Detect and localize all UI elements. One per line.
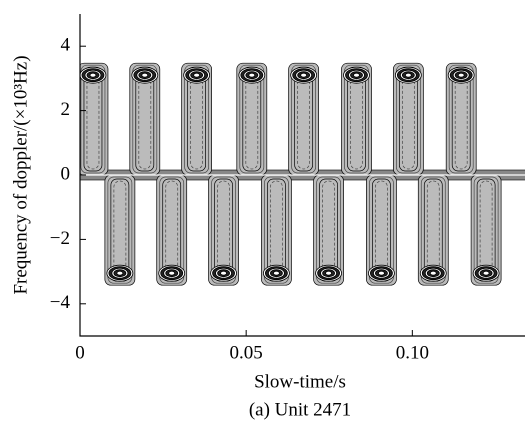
contour-column [211, 176, 236, 284]
contour-column [479, 180, 493, 280]
contour-peak [141, 72, 149, 78]
plot-area [80, 62, 525, 286]
contour-column [159, 176, 185, 284]
caption: (a) Unit 2471 [249, 399, 351, 420]
y-tick-label: 0 [61, 163, 71, 184]
contour-peak [353, 72, 360, 78]
contour-peak [220, 270, 227, 276]
contour-peak [273, 270, 280, 276]
contour-peak [404, 72, 412, 78]
contour-peak [482, 270, 490, 276]
contour-peak [89, 72, 97, 78]
contour-column [344, 64, 369, 174]
contour-column [132, 64, 158, 174]
contour-column [375, 180, 388, 280]
contour-peak [457, 72, 465, 78]
contour-column [107, 176, 133, 284]
contour-column [217, 180, 230, 280]
contour-column [473, 176, 499, 284]
contour-column [165, 180, 179, 280]
contour-column [420, 176, 446, 284]
contour-column [448, 64, 474, 174]
contour-peak [248, 72, 256, 78]
contour-peak [378, 270, 385, 276]
contour-column [264, 176, 289, 284]
y-tick-label: 2 [61, 99, 71, 120]
contour-column [322, 180, 335, 280]
contour-column [184, 64, 209, 174]
x-tick-label: 0 [75, 342, 85, 363]
y-tick-label: 4 [61, 35, 71, 56]
y-tick-label: −4 [50, 292, 71, 313]
contour-column [80, 64, 106, 174]
contour-column [369, 176, 394, 284]
contour-peak [193, 72, 201, 78]
contour-peak [168, 270, 176, 276]
contour-peak [429, 270, 437, 276]
contour-peak [325, 270, 332, 276]
contour-peak [116, 270, 124, 276]
contour-column [239, 64, 265, 174]
contour-column [316, 176, 341, 284]
contour-column [291, 64, 317, 174]
x-tick-label: 0.05 [230, 342, 263, 363]
y-tick-label: −2 [50, 228, 70, 249]
contour-column [395, 64, 421, 174]
x-tick-label: 0.10 [396, 342, 429, 363]
contour-peak [300, 72, 308, 78]
contour-column [426, 180, 440, 280]
contour-column [113, 180, 127, 280]
x-axis-label: Slow-time/s [254, 371, 346, 392]
contour-column [270, 180, 283, 280]
y-axis-label: Frequency of doppler/(×10³Hz) [10, 55, 31, 294]
